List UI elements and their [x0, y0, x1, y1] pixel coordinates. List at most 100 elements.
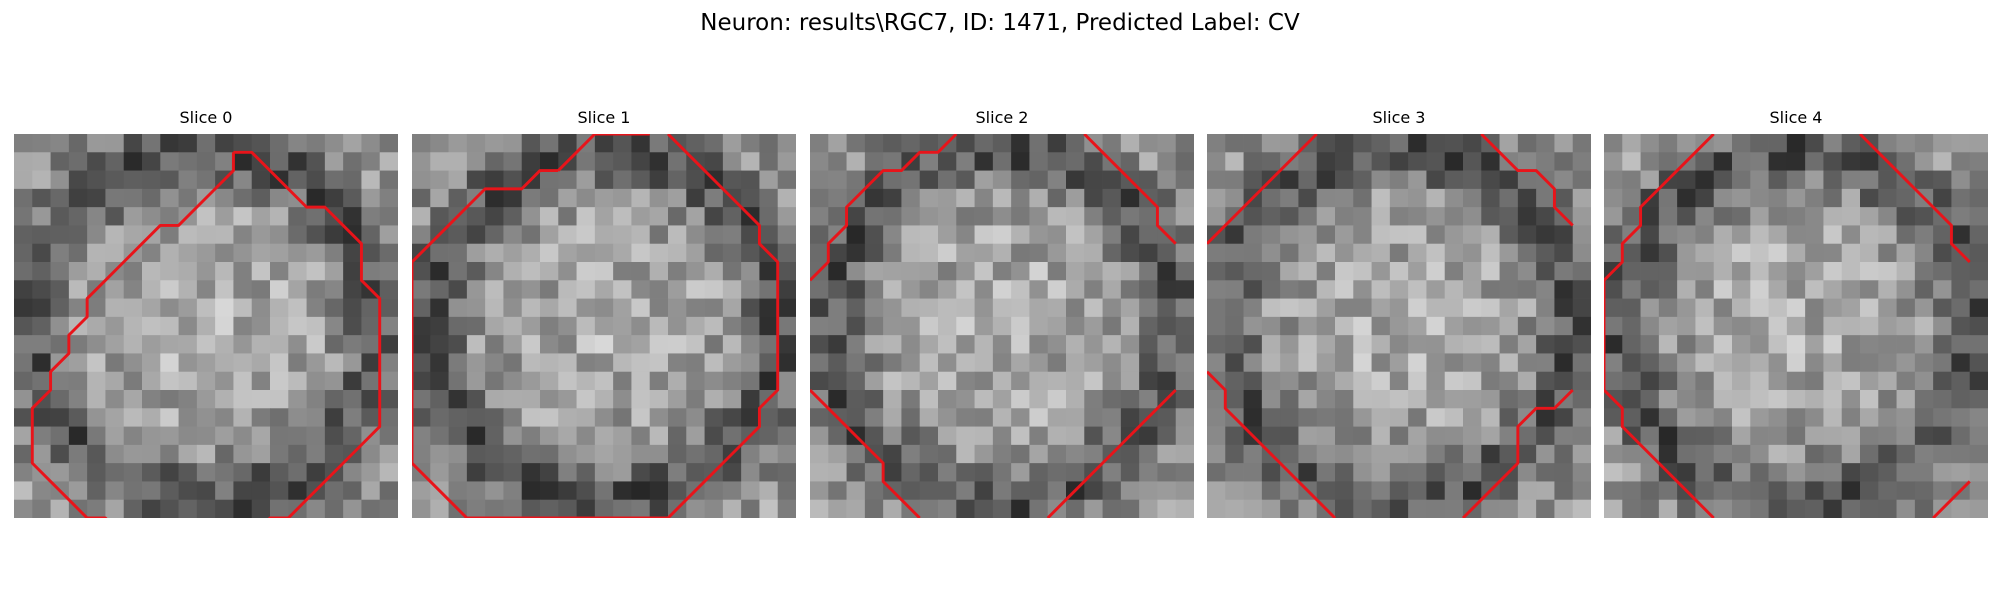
- pixel: [1316, 426, 1336, 446]
- pixel: [938, 426, 957, 446]
- pixel: [1713, 335, 1733, 354]
- pixel: [123, 262, 143, 281]
- pixel: [722, 280, 742, 299]
- pixel: [1011, 134, 1030, 153]
- pixel: [631, 390, 651, 409]
- pixel: [722, 298, 742, 318]
- pixel: [1066, 170, 1085, 190]
- pixel: [32, 170, 51, 190]
- pixel: [1102, 316, 1122, 336]
- pixel: [1353, 426, 1372, 446]
- pixel: [1175, 152, 1194, 171]
- pixel: [123, 134, 143, 153]
- pixel: [576, 481, 596, 501]
- pixel: [379, 335, 398, 354]
- pixel: [631, 207, 651, 226]
- pixel: [270, 481, 289, 501]
- pixel: [828, 499, 847, 518]
- pixel: [1102, 426, 1122, 446]
- pixel: [1622, 353, 1641, 373]
- pixel: [1371, 243, 1391, 263]
- pixel: [178, 426, 198, 446]
- pixel: [649, 463, 669, 482]
- pixel: [1572, 316, 1591, 336]
- pixel: [1640, 426, 1660, 446]
- pixel: [306, 207, 326, 226]
- pixel: [1139, 444, 1158, 464]
- pixel: [1335, 316, 1354, 336]
- pixel: [412, 316, 431, 336]
- pixel: [1841, 188, 1861, 208]
- pixel: [956, 353, 975, 373]
- pixel: [864, 481, 884, 501]
- pixel: [668, 207, 687, 226]
- pixel: [1933, 371, 1952, 391]
- pixel: [306, 225, 326, 245]
- pixel: [1335, 371, 1354, 391]
- pixel: [1298, 463, 1318, 482]
- pixel: [503, 499, 523, 518]
- pixel: [68, 152, 88, 171]
- pixel: [901, 444, 921, 464]
- pixel: [1677, 426, 1696, 446]
- pixel: [576, 316, 596, 336]
- pixel: [1243, 134, 1263, 153]
- pixel: [686, 426, 705, 446]
- pixel: [828, 335, 847, 354]
- pixel: [956, 134, 975, 153]
- pixel: [1481, 207, 1500, 226]
- pixel: [1969, 152, 1988, 171]
- pixel: [306, 353, 326, 373]
- pixel: [14, 463, 33, 482]
- pixel: [668, 188, 687, 208]
- pixel: [142, 298, 161, 318]
- pixel: [1554, 335, 1574, 354]
- pixel: [1029, 152, 1049, 171]
- pixel: [196, 152, 216, 171]
- slice-image: [1207, 134, 1591, 518]
- pixel: [379, 152, 398, 171]
- pixel: [1604, 188, 1623, 208]
- pixel: [974, 262, 994, 281]
- pixel: [1353, 481, 1372, 501]
- pixel: [810, 207, 829, 226]
- pixel: [361, 207, 381, 226]
- pixel: [288, 152, 307, 171]
- pixel: [1677, 316, 1696, 336]
- pixel: [1120, 298, 1140, 318]
- pixel: [1805, 243, 1824, 263]
- pixel: [722, 371, 742, 391]
- pixel: [324, 316, 344, 336]
- pixel: [1011, 170, 1030, 190]
- pixel: [1408, 390, 1427, 409]
- pixel: [1139, 316, 1158, 336]
- pixel: [288, 262, 307, 281]
- pixel: [50, 298, 70, 318]
- pixel: [1572, 408, 1591, 427]
- pixel: [123, 207, 143, 226]
- pixel: [1408, 152, 1427, 171]
- pixel: [1713, 243, 1733, 263]
- slice-image: [412, 134, 796, 518]
- pixel: [919, 499, 939, 518]
- pixel: [68, 463, 88, 482]
- pixel: [1768, 170, 1788, 190]
- pixel: [1243, 298, 1263, 318]
- pixel: [1084, 426, 1103, 446]
- pixel: [1823, 280, 1843, 299]
- pixel: [270, 225, 289, 245]
- pixel: [704, 262, 724, 281]
- pixel: [1499, 134, 1519, 153]
- pixel: [576, 152, 596, 171]
- pixel: [1029, 371, 1049, 391]
- pixel: [1969, 188, 1988, 208]
- pixel: [196, 481, 216, 501]
- pixel: [1408, 225, 1427, 245]
- pixel: [1517, 335, 1537, 354]
- pixel: [846, 134, 866, 153]
- pixel: [361, 225, 381, 245]
- pixel: [1640, 463, 1660, 482]
- pixel: [1878, 316, 1897, 336]
- pixel: [1481, 225, 1500, 245]
- pixel: [105, 444, 125, 464]
